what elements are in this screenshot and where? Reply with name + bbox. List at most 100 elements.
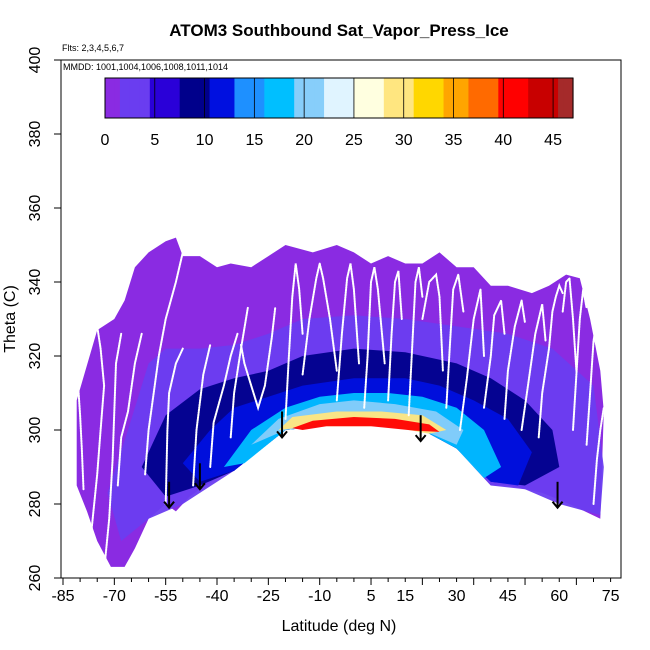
field-level-region	[107, 315, 604, 541]
colorbar-swatch	[339, 78, 345, 118]
colorbar-swatch	[329, 78, 335, 118]
flight-profile-trace	[387, 270, 403, 402]
colorbar-swatch	[433, 78, 440, 118]
colorbar-swatch	[179, 78, 186, 118]
colorbar	[105, 78, 574, 118]
x-tick-label: -70	[103, 588, 126, 605]
colorbar-swatch	[548, 78, 554, 118]
flight-profile-trace	[445, 274, 465, 409]
colorbar-swatch	[204, 78, 211, 118]
arrow-head	[551, 501, 564, 510]
x-tick-label: -40	[205, 588, 228, 605]
colorbar-swatch	[418, 78, 425, 118]
colorbar-swatch	[199, 78, 206, 118]
flight-profile-trace	[144, 236, 191, 476]
colorbar-swatch	[508, 78, 514, 118]
colorbar-swatch	[398, 78, 405, 118]
arrow-head	[163, 501, 175, 510]
colorbar-swatch	[408, 78, 415, 118]
colorbar-swatch	[343, 78, 350, 118]
flight-profile-trace	[284, 263, 304, 420]
flight-profile-trace	[585, 318, 602, 446]
colorbar-swatch	[129, 78, 136, 118]
colorbar-frame	[104, 77, 574, 119]
colorbar-swatch	[563, 78, 569, 118]
colorbar-swatch	[269, 78, 275, 118]
colorbar-swatch	[105, 78, 111, 118]
colorbar-swatch	[448, 78, 455, 118]
colorbar-tick-label: 0	[101, 132, 110, 149]
colorbar-swatch	[473, 78, 480, 118]
flight-profile-trace	[164, 347, 184, 505]
arrow-head	[414, 434, 427, 443]
flight-profile-trace	[209, 332, 239, 468]
colorbar-swatch	[373, 78, 380, 118]
flight-profile-trace	[407, 266, 424, 417]
y-axis-label: Theta (C)	[2, 285, 19, 353]
colorbar-swatch	[274, 78, 280, 118]
colorbar-swatch	[109, 78, 116, 118]
colorbar-swatch	[304, 78, 310, 118]
colorbar-swatch	[219, 78, 226, 118]
flights-note: Flts: 2,3,4,5,6,7	[62, 43, 124, 53]
colorbar-swatch	[553, 78, 559, 118]
colorbar-tick-label: 20	[295, 132, 313, 149]
flight-profile-trace	[75, 362, 85, 491]
y-tick-label: 320	[27, 343, 44, 370]
flight-profile-trace	[301, 263, 338, 376]
colorbar-swatch	[159, 78, 166, 118]
y-tick-label: 380	[27, 121, 44, 148]
colorbar-swatch	[164, 78, 171, 118]
colorbar-swatch	[139, 78, 146, 118]
colorbar-swatch	[523, 78, 529, 118]
x-tick-label: 15	[396, 588, 414, 605]
chart-title: ATOM3 Southbound Sat_Vapor_Press_Ice	[169, 21, 508, 40]
arrow-markers	[163, 411, 564, 510]
arrow-head	[194, 482, 206, 491]
flight-profile-trace	[103, 332, 123, 572]
dates-note: MMDD: 1001,1004,1006,1008,1011,1014	[63, 62, 228, 72]
colorbar-tick-label: 15	[245, 132, 263, 149]
colorbar-swatch	[189, 78, 196, 118]
flight-profile-trace	[229, 306, 249, 439]
colorbar-swatch	[458, 78, 465, 118]
colorbar-swatch	[503, 78, 509, 118]
flight-profile-trace	[116, 332, 143, 487]
flight-profile-trace	[561, 275, 578, 372]
x-axis: -85 -70 -55 -40 -25 -10 5 15 30 45 60 75	[51, 578, 620, 605]
colorbar-swatch	[144, 78, 151, 118]
flight-profile-trace	[459, 289, 485, 431]
colorbar-swatch	[468, 78, 475, 118]
flight-profile-trace	[335, 263, 360, 402]
colorbar-swatch	[358, 78, 365, 118]
colorbar-swatch	[498, 78, 504, 118]
colorbar-swatch	[353, 78, 360, 118]
colorbar-swatch	[324, 78, 330, 118]
colorbar-swatch	[443, 78, 450, 118]
colorbar-swatch	[194, 78, 201, 118]
colorbar-swatch	[348, 78, 355, 118]
colorbar-swatch	[538, 78, 544, 118]
x-axis-label: Latitude (deg N)	[282, 618, 397, 635]
y-tick-label: 360	[27, 195, 44, 222]
data-field	[76, 237, 604, 567]
sample-profiles	[75, 236, 605, 572]
colorbar-swatch	[423, 78, 430, 118]
colorbar-swatch	[264, 78, 270, 118]
colorbar-swatch	[388, 78, 395, 118]
y-tick-label: 260	[27, 565, 44, 592]
colorbar-swatch	[289, 78, 295, 118]
x-tick-label: 60	[550, 588, 568, 605]
colorbar-swatch	[259, 78, 265, 118]
colorbar-swatch	[558, 78, 564, 118]
colorbar-tick-label: 40	[494, 132, 512, 149]
colorbar-swatch	[174, 78, 181, 118]
colorbar-swatch	[309, 78, 315, 118]
colorbar-swatch	[124, 78, 131, 118]
y-tick-label: 280	[27, 491, 44, 518]
x-tick-label: -85	[51, 588, 74, 605]
colorbar-swatch	[528, 78, 534, 118]
colorbar-swatch	[154, 78, 161, 118]
colorbar-swatch	[319, 78, 325, 118]
